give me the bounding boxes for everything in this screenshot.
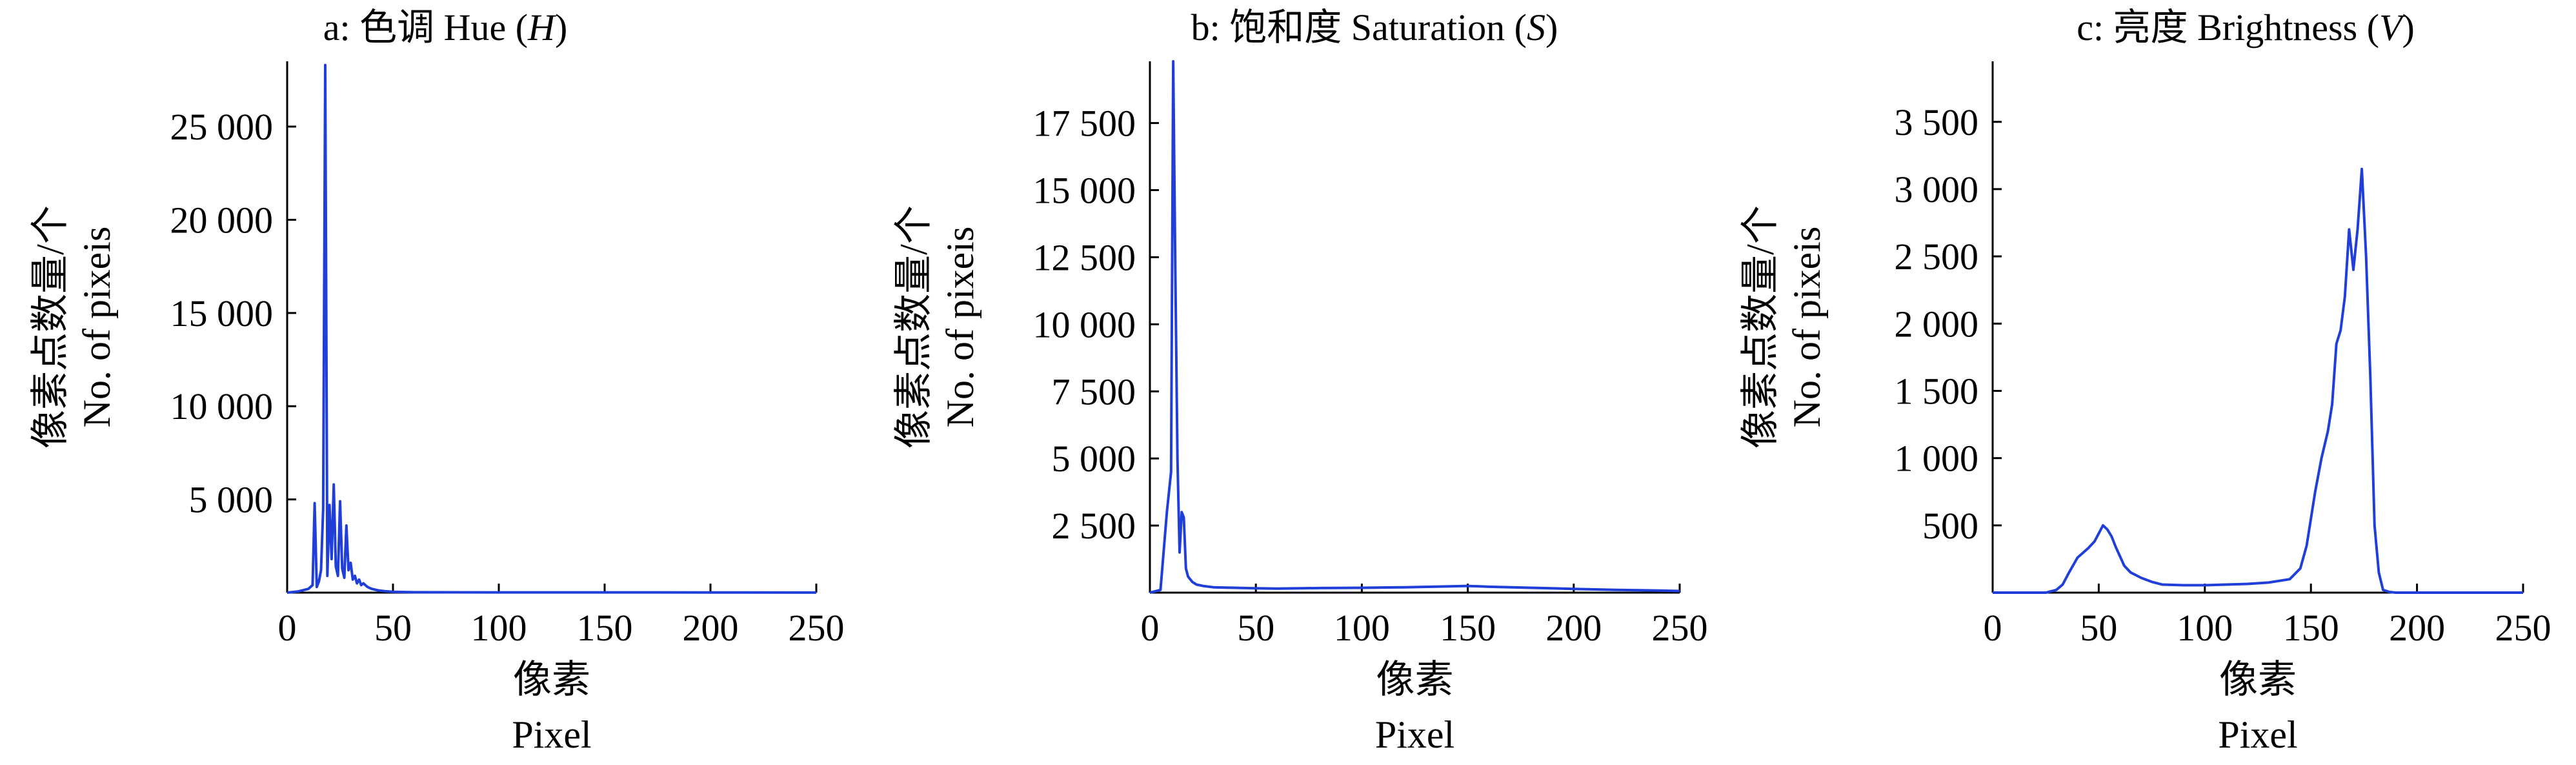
x-tick-label: 150 [2283, 607, 2339, 649]
y-tick-label: 7 500 [1052, 371, 1136, 413]
y-tick-label: 15 000 [1033, 170, 1136, 212]
x-tick-label: 200 [2389, 607, 2445, 649]
y-tick-label: 1 500 [1895, 370, 1979, 412]
title-close: ) [555, 6, 567, 48]
y-axis-label-zh: 像素点数量/个 [29, 205, 72, 449]
x-tick-label: 150 [1440, 607, 1496, 649]
y-tick-label: 2 500 [1052, 505, 1136, 547]
x-tick-label: 200 [1545, 607, 1602, 649]
x-tick-label: 0 [1141, 607, 1160, 649]
y-tick-label: 2 000 [1895, 303, 1979, 345]
y-tick-label: 500 [1922, 505, 1978, 547]
y-axis-label-en: No. of pixeis [1786, 227, 1828, 428]
x-tick-label: 250 [1652, 607, 1708, 649]
x-axis-label-zh: 像素 [513, 658, 590, 701]
title-close: ) [2402, 6, 2414, 48]
chart-title: b: 饱和度 Saturation (S) [1191, 6, 1558, 48]
x-axis-label-en: Pixel [1375, 713, 1454, 756]
y-tick-label: 12 500 [1033, 236, 1136, 278]
histogram-line [287, 63, 817, 594]
histogram-line [1149, 60, 1680, 594]
y-tick-label: 10 000 [170, 385, 274, 427]
x-tick-label: 0 [278, 607, 297, 649]
y-tick-label: 5 000 [189, 479, 274, 521]
x-tick-label: 100 [1334, 607, 1390, 649]
title-close: ) [1545, 6, 1558, 48]
chart-title: c: 亮度 Brightness (V) [2077, 6, 2415, 48]
x-axis-label-en: Pixel [512, 713, 591, 756]
x-axis-label-zh: 像素 [2219, 658, 2297, 701]
x-tick-label: 250 [2495, 607, 2551, 649]
x-tick-label: 50 [2080, 607, 2117, 649]
y-tick-label: 20 000 [170, 199, 274, 241]
x-axis-label-zh: 像素 [1376, 658, 1454, 701]
y-tick-label: 25 000 [170, 106, 274, 148]
y-axis-label-en: No. of pixeis [75, 227, 118, 428]
x-tick-label: 100 [2177, 607, 2233, 649]
x-tick-label: 100 [471, 607, 527, 649]
x-tick-label: 0 [1984, 607, 2002, 649]
x-tick-label: 150 [577, 607, 633, 649]
chart-title: a: 色调 Hue (H) [323, 6, 568, 48]
y-axis-label-zh: 像素点数量/个 [1739, 205, 1782, 449]
title-variable: S [1527, 6, 1545, 48]
y-tick-label: 1 000 [1895, 438, 1979, 480]
y-tick-label: 15 000 [170, 292, 274, 334]
x-tick-label: 250 [789, 607, 845, 649]
y-tick-label: 3 500 [1895, 101, 1979, 143]
y-tick-label: 2 500 [1895, 236, 1979, 278]
chart-panel-b: b: 饱和度 Saturation (S) 0 50 100 150 200 250 2 50… [892, 6, 1708, 756]
x-tick-label: 50 [1237, 607, 1274, 649]
x-tick-label: 50 [374, 607, 412, 649]
x-axis-label-en: Pixel [2218, 713, 2297, 756]
y-tick-label: 10 000 [1033, 303, 1136, 345]
title-text: c: 亮度 Brightness ( [2077, 6, 2379, 48]
y-axis-label-en: No. of pixeis [939, 227, 981, 428]
y-tick-label: 5 000 [1052, 438, 1136, 480]
histogram-line [1993, 167, 2523, 594]
title-text: b: 饱和度 Saturation ( [1191, 6, 1527, 48]
chart-panel-c: c: 亮度 Brightness (V) 0 50 100 150 200 250 500 1 … [1739, 6, 2551, 756]
x-tick-label: 200 [683, 607, 739, 649]
y-tick-label: 17 500 [1033, 103, 1136, 145]
chart-panel-a: a: 色调 Hue (H) 0 50 100 150 200 250 5 000 10 000 1… [29, 6, 845, 756]
title-variable: H [527, 6, 557, 48]
y-axis-label-zh: 像素点数量/个 [892, 205, 935, 449]
title-variable: V [2379, 6, 2406, 48]
y-tick-label: 3 000 [1895, 168, 1979, 210]
title-text: a: 色调 Hue ( [323, 6, 528, 48]
